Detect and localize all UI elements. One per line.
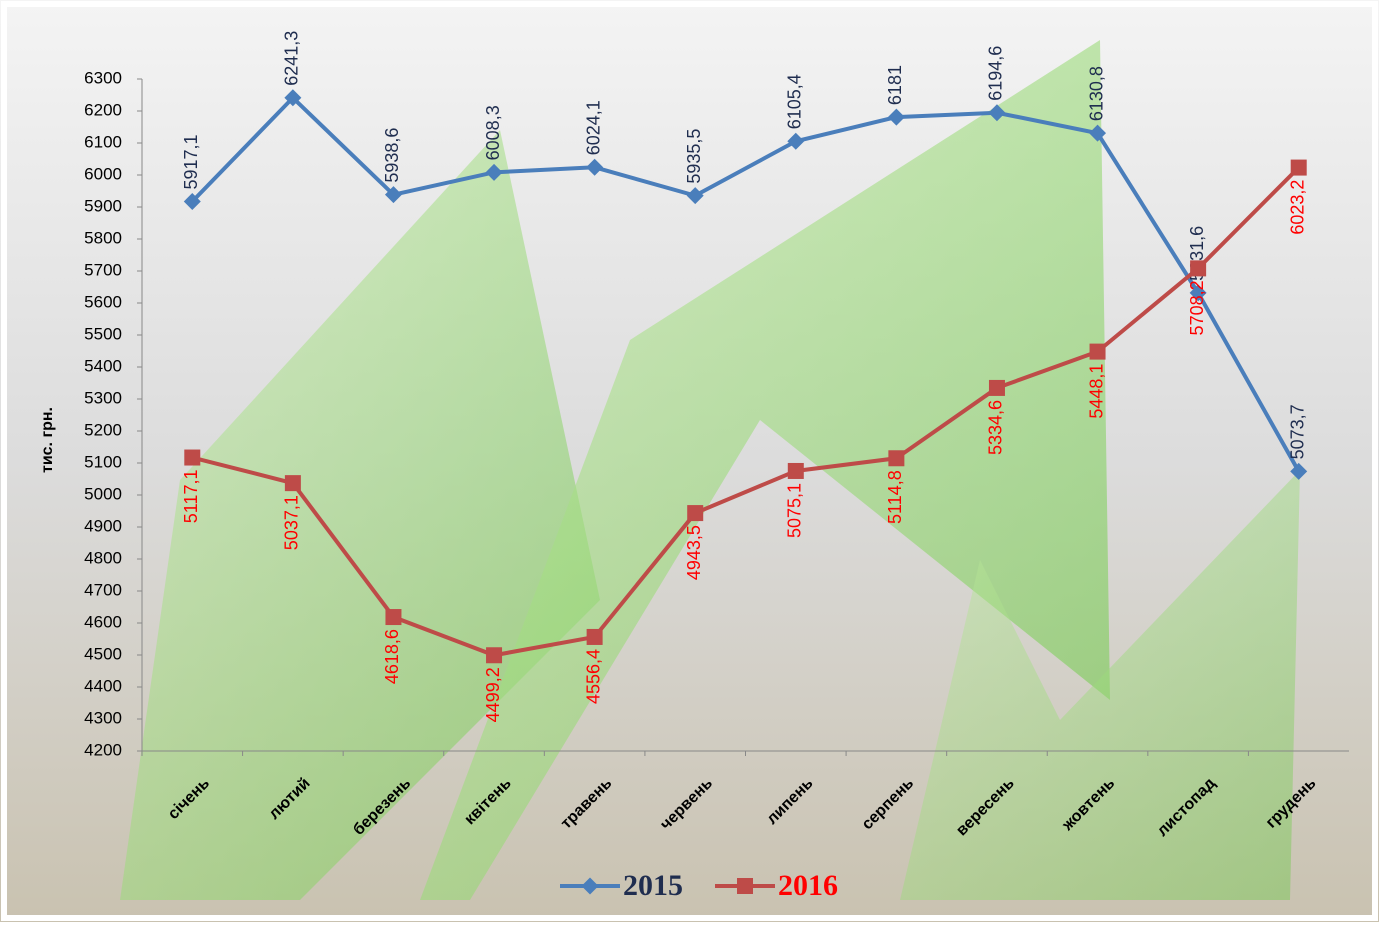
value-label: 5334,6 — [986, 400, 1006, 455]
marker — [888, 450, 905, 467]
marker — [687, 505, 704, 522]
y-tick-label: 5200 — [84, 420, 122, 439]
y-tick-label: 5600 — [84, 292, 122, 311]
y-tick-label: 6200 — [84, 100, 122, 119]
legend-label: 2016 — [778, 869, 838, 902]
marker — [284, 475, 301, 492]
value-label: 5037,1 — [282, 495, 302, 550]
value-label: 4499,2 — [483, 667, 503, 722]
marker — [1190, 260, 1207, 277]
value-label: 5073,7 — [1287, 404, 1307, 459]
marker — [384, 186, 402, 204]
legend-label: 2015 — [623, 869, 683, 902]
marker — [486, 647, 503, 664]
value-label: 6023,2 — [1287, 180, 1307, 235]
y-tick-label: 4600 — [84, 612, 122, 631]
marker — [988, 104, 1006, 122]
y-tick-label: 5400 — [84, 356, 122, 375]
marker — [586, 158, 604, 176]
y-tick-label: 4700 — [84, 580, 122, 599]
value-label: 6130,8 — [1086, 66, 1106, 121]
decor-arrow — [900, 470, 1300, 900]
marker — [988, 379, 1005, 396]
y-tick-label: 6300 — [84, 68, 122, 87]
value-label: 5917,1 — [181, 134, 201, 189]
y-tick-label: 5700 — [84, 260, 122, 279]
value-label: 4943,5 — [684, 525, 704, 580]
y-tick-label: 5300 — [84, 388, 122, 407]
marker — [1089, 343, 1106, 360]
value-label: 5117,1 — [181, 470, 201, 524]
value-label: 5935,5 — [684, 129, 704, 184]
value-label: 6008,3 — [483, 105, 503, 160]
value-label: 6241,3 — [282, 31, 302, 86]
marker — [485, 163, 503, 181]
marker — [586, 628, 603, 645]
marker — [385, 609, 402, 626]
decor-arrow — [420, 40, 1110, 900]
y-tick-label: 4300 — [84, 708, 122, 727]
y-tick-label: 6000 — [84, 164, 122, 183]
y-tick-label: 5100 — [84, 452, 122, 471]
value-label: 4618,6 — [382, 629, 402, 684]
y-tick-label: 5500 — [84, 324, 122, 343]
y-tick-label: 5000 — [84, 484, 122, 503]
value-label: 6194,6 — [986, 46, 1006, 101]
value-label: 6024,1 — [583, 100, 603, 155]
value-label: 6105,4 — [785, 74, 805, 129]
marker — [284, 89, 302, 107]
series-line — [190, 94, 1301, 473]
y-axis-label: тис. грн. — [39, 407, 56, 473]
marker — [184, 449, 201, 466]
value-label: 5075,1 — [785, 483, 805, 538]
value-label: 5448,1 — [1086, 364, 1106, 419]
y-tick-label: 4500 — [84, 644, 122, 663]
y-tick-label: 5900 — [84, 196, 122, 215]
marker — [887, 108, 905, 126]
value-label: 5938,6 — [382, 128, 402, 183]
y-tick-label: 4200 — [84, 740, 122, 759]
y-tick-label: 5800 — [84, 228, 122, 247]
y-tick-label: 6100 — [84, 132, 122, 151]
value-label: 5708,2 — [1187, 280, 1207, 335]
y-tick-label: 4800 — [84, 548, 122, 567]
legend-marker — [581, 877, 599, 895]
value-label: 5114,8 — [885, 470, 905, 524]
series-line — [191, 166, 1301, 658]
y-tick-label: 4900 — [84, 516, 122, 535]
marker — [787, 132, 805, 150]
marker — [183, 193, 201, 211]
decor-arrow — [120, 130, 600, 900]
marker — [686, 187, 704, 205]
value-label: 4556,4 — [583, 649, 603, 704]
marker — [1290, 159, 1307, 176]
value-label: 6181 — [885, 65, 905, 105]
y-tick-label: 4400 — [84, 676, 122, 695]
legend-marker — [737, 878, 753, 894]
marker — [787, 462, 804, 479]
